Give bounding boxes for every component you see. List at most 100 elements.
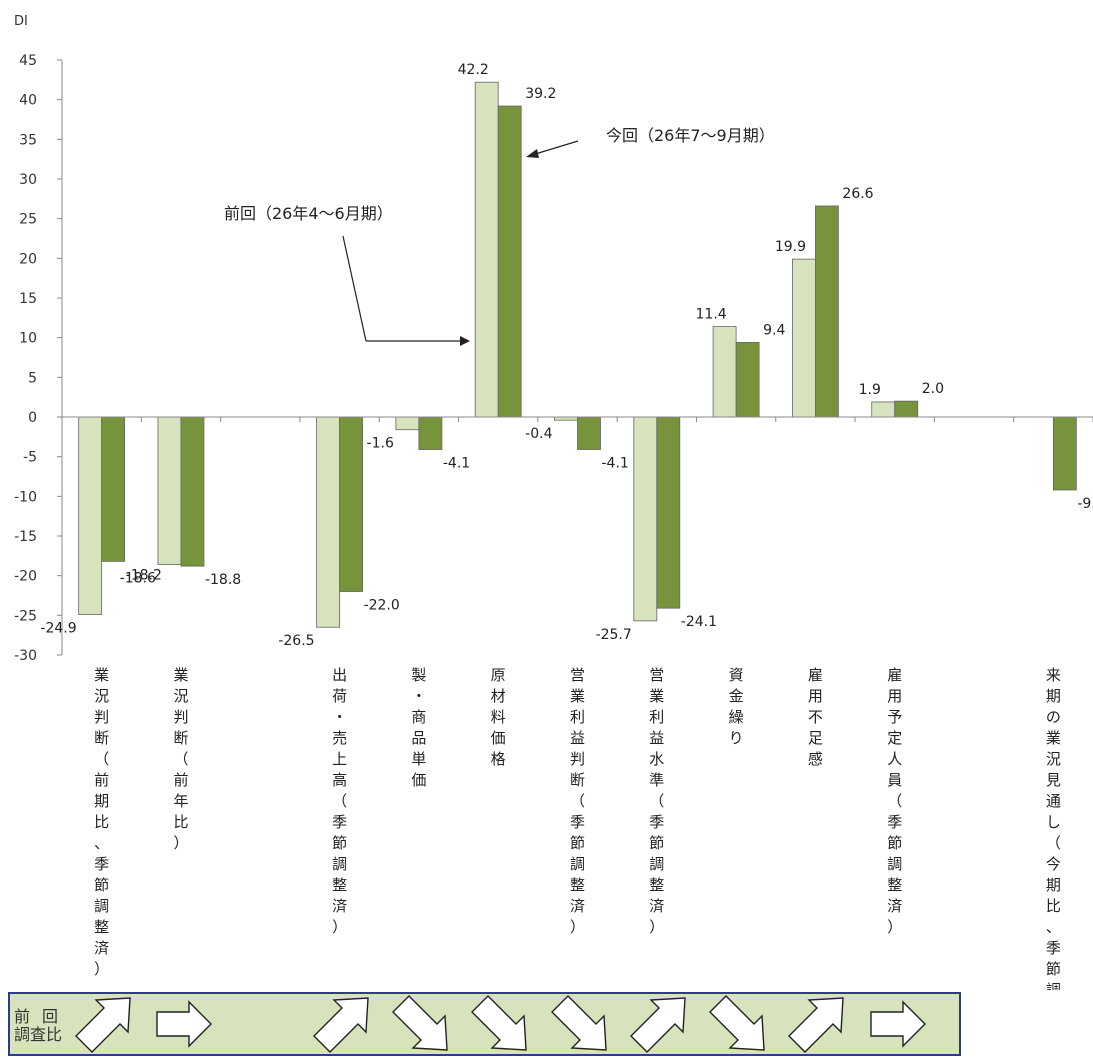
y-tick-label: -5 — [23, 450, 37, 466]
category-label-char: 節 — [94, 876, 109, 894]
category-label-char: 調 — [570, 855, 585, 873]
category-label-char: 出 — [332, 666, 347, 684]
bar — [474, 81, 499, 418]
bar — [316, 416, 340, 628]
comparison-arrow-down-right-icon — [387, 994, 455, 1054]
category-label-char: 単 — [411, 750, 426, 768]
data-label: -9.2 — [1077, 496, 1093, 512]
category-label-char: 済 — [887, 897, 902, 915]
category-label-char: 来 — [1046, 666, 1061, 684]
y-tick-label: 30 — [19, 172, 37, 188]
bar — [157, 416, 182, 565]
data-label: -4.1 — [602, 456, 629, 472]
data-labels: -24.9 -18.2-18.6 -18.8 -26.5 -22.0 -1.6 -4.1 42… — [40, 62, 1093, 649]
category-label-char: 期 — [1046, 687, 1061, 705]
category-label-char: 感 — [808, 750, 823, 768]
category-label-char: 比 — [173, 813, 188, 831]
category-label-char: 済 — [649, 897, 664, 915]
bar — [1052, 416, 1077, 491]
category-label-char: 準 — [649, 771, 664, 789]
bar — [101, 416, 126, 562]
category-label-char: 判 — [570, 750, 585, 768]
category-label-char: 判 — [173, 708, 188, 726]
arrow-shape — [391, 995, 448, 1051]
category-label-char: 調 — [94, 897, 109, 915]
category-label-char: 価 — [411, 771, 426, 789]
arrow-shape — [870, 1000, 926, 1048]
category-label-char: 不 — [808, 708, 823, 726]
category-label-char: 足 — [808, 729, 823, 747]
bar — [712, 326, 737, 418]
data-label: 39.2 — [525, 86, 556, 102]
bar — [418, 416, 443, 450]
bar — [735, 342, 760, 418]
category-label-char: 営 — [649, 666, 664, 684]
y-tick-label: -25 — [14, 608, 37, 624]
category-label-char: 繰 — [729, 708, 744, 726]
category-label-char: ・ — [332, 708, 347, 726]
category-label-char: 格 — [491, 750, 506, 768]
category-label-char: 業 — [1046, 729, 1061, 747]
category-label-char: 定 — [887, 729, 902, 747]
annotation-current-leader — [531, 140, 579, 156]
category-label-char: 予 — [887, 708, 902, 726]
category-label-char: 期 — [1046, 876, 1061, 894]
annotation-previous-leader — [342, 235, 367, 342]
arrow-shape — [74, 997, 131, 1053]
data-label: -25.7 — [596, 627, 632, 643]
category-label-char: 断 — [94, 729, 109, 747]
y-tick-label: 10 — [19, 331, 37, 347]
comparison-arrow-right-icon — [863, 994, 931, 1054]
category-label-char: 見 — [1046, 771, 1061, 789]
y-tick-label: 20 — [19, 251, 37, 267]
data-label: 2.0 — [922, 381, 944, 397]
category-label-char: 整 — [94, 918, 109, 936]
category-label-char: 原 — [491, 666, 506, 684]
category-label-char: 済 — [94, 939, 109, 957]
category-label-char: 断 — [570, 771, 585, 789]
category-label-char: （ — [173, 750, 188, 768]
category-label-char: （ — [649, 792, 664, 810]
comparison-panel: 前回 調査比 — [8, 992, 961, 1056]
category-label-char: （ — [94, 750, 109, 768]
category-label-char: （ — [887, 792, 902, 810]
category-label-char: （ — [332, 792, 347, 810]
data-label: -18.8 — [205, 572, 241, 588]
category-label-char: 今 — [1046, 855, 1061, 873]
category-label-char: 料 — [491, 708, 506, 726]
category-label-char: 判 — [94, 708, 109, 726]
category-label-char: 利 — [570, 708, 585, 726]
category-label-char: 金 — [729, 687, 744, 705]
category-label-char: 比 — [1046, 897, 1061, 915]
data-label: -22.0 — [364, 598, 400, 614]
bar — [871, 401, 896, 418]
comparison-arrow-down-right-icon — [466, 994, 534, 1054]
bar — [339, 416, 363, 592]
category-label-char: 前 — [173, 771, 188, 789]
y-tick-label: 0 — [28, 410, 37, 426]
category-label-char: 水 — [649, 750, 664, 768]
category-label-char: ） — [173, 834, 188, 852]
category-label-char: 、 — [1046, 918, 1061, 936]
data-label: -26.5 — [278, 633, 314, 649]
category-label-char: 荷 — [332, 687, 347, 705]
category-label-char: 人 — [887, 750, 902, 768]
arrow-shape — [550, 995, 607, 1051]
category-label-char: 況 — [1046, 750, 1061, 768]
category-label-char: 資 — [729, 666, 744, 684]
category-label-char: 価 — [491, 729, 506, 747]
bar — [792, 258, 816, 418]
category-label-char: ・ — [411, 687, 426, 705]
category-label-char: 益 — [649, 729, 664, 747]
category-label-char: 済 — [332, 897, 347, 915]
comparison-arrow-right-icon — [149, 994, 217, 1054]
annotation-previous-arrowhead — [460, 336, 470, 346]
y-tick-label: 15 — [19, 291, 37, 307]
arrow-shape — [629, 997, 686, 1053]
category-label-char: ） — [649, 918, 664, 936]
y-tick-label: 5 — [28, 370, 37, 386]
category-label-char: 節 — [570, 834, 585, 852]
data-label: 42.2 — [458, 62, 489, 78]
category-label-char: 季 — [1046, 939, 1061, 957]
data-label: 19.9 — [775, 239, 806, 255]
